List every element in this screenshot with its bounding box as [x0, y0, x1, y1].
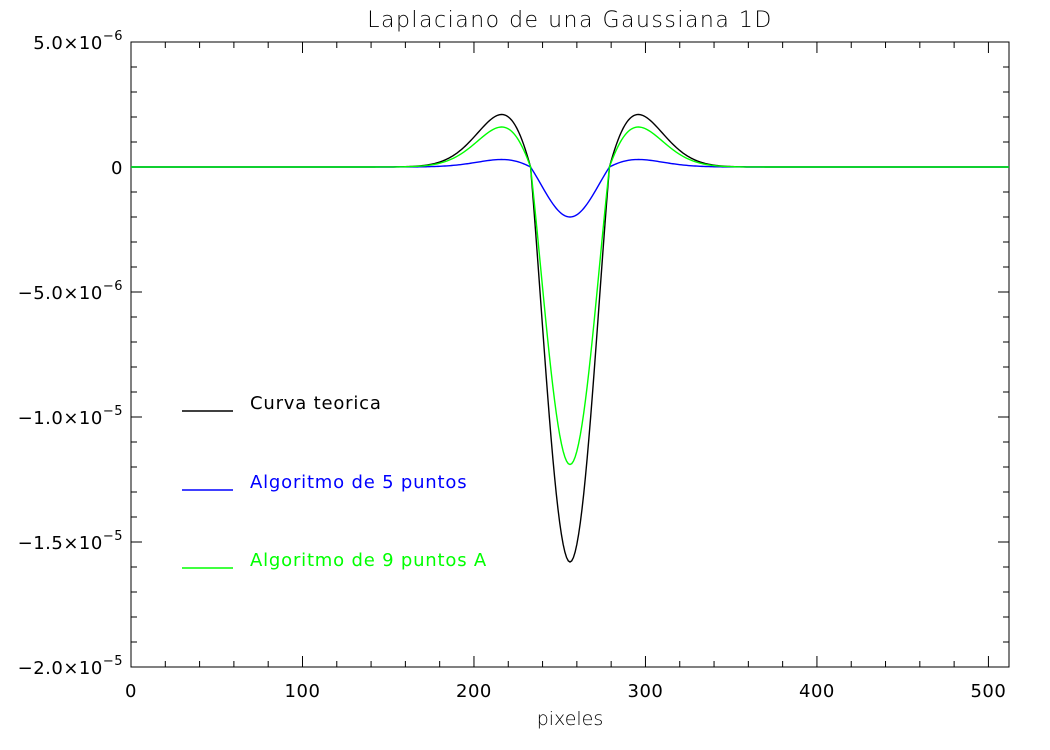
x-tick-label: 500	[970, 681, 1006, 702]
y-tick-label: 5.0×10−6	[33, 29, 123, 54]
x-tick-label: 0	[125, 681, 137, 702]
legend-label: Algoritmo de 5 puntos	[250, 472, 467, 493]
axes-layer	[130, 41, 1010, 668]
x-tick-label: 400	[799, 681, 835, 702]
x-tick-label: 300	[628, 681, 664, 702]
series-line	[131, 126, 1009, 466]
y-tick-label: −5.0×10−6	[18, 279, 123, 304]
y-tick-label: 0	[111, 158, 123, 179]
chart-title: Laplaciano de una Gaussiana 1D	[367, 8, 773, 33]
plot-frame	[130, 41, 1010, 668]
x-tick-label: 200	[456, 681, 492, 702]
legend-label: Curva teorica	[250, 393, 382, 414]
ticks-layer: 0 100 200 300 400 500 5.0×10−6 0 −5.0×10−6 −1.0×1…	[18, 29, 1009, 702]
y-tick-label: −2.0×10−5	[18, 654, 123, 679]
x-tick-label: 100	[285, 681, 321, 702]
legend-label: Algoritmo de 9 puntos A	[250, 550, 487, 571]
series-line	[131, 113, 1009, 563]
series-layer	[131, 113, 1009, 563]
y-tick-label: −1.5×10−5	[18, 529, 123, 554]
x-axis-label: pixeles	[537, 708, 604, 730]
y-tick-label: −1.0×10−5	[18, 404, 123, 429]
series-line	[131, 158, 1009, 218]
legend-layer: Curva teorica Algoritmo de 5 puntos Algori…	[182, 393, 487, 571]
